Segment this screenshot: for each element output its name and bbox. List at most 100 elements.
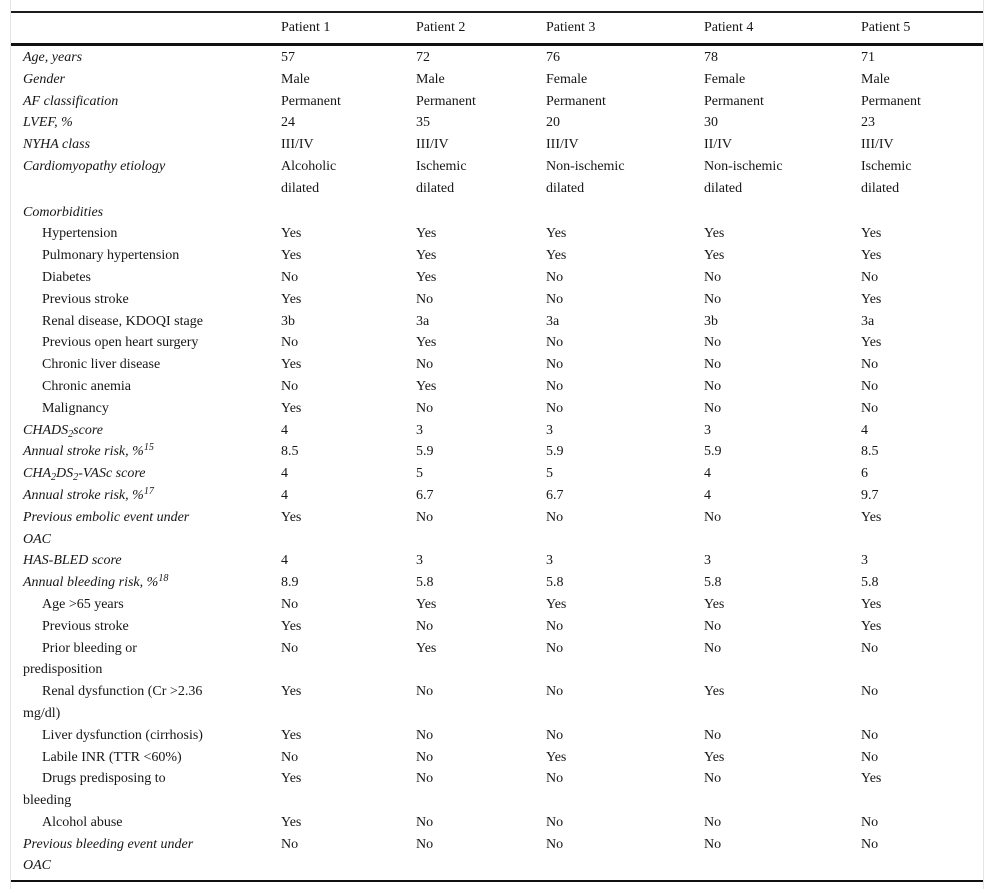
cell-value: Yes [281, 248, 302, 264]
cell-value: Ischemic dilated [861, 158, 912, 196]
cell-value: 3 [704, 422, 711, 438]
cell-value: No [546, 771, 564, 787]
table-row: Previous open heart surgery No Yes No No Yes [11, 332, 983, 354]
cell-value: 6.7 [546, 487, 564, 503]
cell-value: No [861, 400, 879, 416]
cell-value: Yes [416, 378, 437, 394]
cell-value: III/IV [281, 137, 314, 153]
cell-value: Yes [704, 749, 725, 765]
row-label: Prior bleeding or predisposition [23, 640, 137, 678]
cell-value: Yes [546, 226, 567, 242]
cell-value: Yes [281, 357, 302, 373]
row-label: Renal disease, KDOQI stage [42, 313, 203, 329]
cell-value: Yes [281, 727, 302, 743]
table-row: CHADS2score 4 3 3 3 4 [11, 420, 983, 442]
cell-value: No [861, 684, 879, 700]
patient-column-header: Patient 5 [849, 12, 983, 46]
row-label: Previous bleeding event under OAC [23, 836, 194, 874]
cell-value: 3 [861, 553, 868, 569]
cell-value: No [281, 596, 299, 612]
cell-value: Yes [704, 248, 725, 264]
patient-column-header: Patient 1 [269, 12, 404, 46]
cell-value: No [546, 357, 564, 373]
cell-value: Yes [861, 509, 882, 525]
row-label: Previous stroke [42, 291, 129, 307]
cell-value: No [704, 618, 722, 634]
cell-value: Yes [416, 640, 437, 656]
cell-value: 5.9 [704, 444, 722, 460]
cell-value: Permanent [281, 93, 341, 109]
cell-value: No [281, 378, 299, 394]
cell-value: No [704, 378, 722, 394]
cell-value [269, 200, 404, 224]
cell-value: 3a [861, 313, 875, 329]
cell-value: 30 [704, 115, 718, 131]
cell-value: No [861, 749, 879, 765]
table-row: Previous stroke Yes No No No Yes [11, 616, 983, 638]
table-row: Drugs predisposing to bleeding Yes No No No Ye… [11, 768, 983, 812]
table-row: Labile INR (TTR <60%) No No Yes Yes No [11, 747, 983, 769]
cell-value: 5.8 [546, 575, 564, 591]
cell-value: Yes [546, 248, 567, 264]
table-row: Annual stroke risk, %17 4 6.7 6.7 4 9.7 [11, 485, 983, 507]
cell-value: No [861, 727, 879, 743]
cell-value: No [281, 269, 299, 285]
cell-value: 5 [416, 466, 423, 482]
cell-value: No [546, 640, 564, 656]
cell-value: No [416, 291, 434, 307]
cell-value: Yes [281, 400, 302, 416]
cell-value: 71 [861, 50, 875, 65]
table-row: Prior bleeding or predisposition No Yes No No… [11, 638, 983, 682]
cell-value: Permanent [416, 93, 476, 109]
cell-value: 3 [546, 553, 553, 569]
cell-value: Female [704, 71, 746, 87]
row-label: Malignancy [42, 400, 109, 416]
cell-value: 24 [281, 115, 295, 131]
row-label: CHA2DS2-VASc score [23, 466, 146, 484]
cell-value: No [416, 814, 434, 830]
patient-column-header: Patient 2 [404, 12, 534, 46]
row-label: Diabetes [42, 269, 91, 285]
row-label: Annual stroke risk, %15 [23, 442, 154, 460]
cell-value: III/IV [416, 137, 449, 153]
cell-value: 3a [546, 313, 560, 329]
cell-value: 5.8 [704, 575, 722, 591]
cell-value: No [546, 291, 564, 307]
table-row: Diabetes No Yes No No No [11, 267, 983, 289]
cell-value: 76 [546, 50, 560, 65]
cell-value: 3 [416, 422, 423, 438]
cell-value: 4 [281, 422, 288, 438]
cell-value: Yes [416, 335, 437, 351]
table-row: Previous embolic event under OAC Yes No No No… [11, 507, 983, 551]
cell-value: 8.5 [281, 444, 299, 460]
row-label: Previous embolic event under OAC [23, 509, 190, 547]
cell-value: Male [416, 71, 445, 87]
cell-value: No [861, 640, 879, 656]
cell-value: Yes [861, 618, 882, 634]
cell-value: 5.9 [546, 444, 564, 460]
cell-value: II/IV [704, 137, 732, 153]
cell-value: No [416, 727, 434, 743]
row-label: Age >65 years [42, 596, 124, 612]
journal-table-figure: Patient 1 Patient 2 Patient 3 Patient 4 Pati… [10, 0, 984, 889]
cell-value: Yes [861, 248, 882, 264]
cell-value: 4 [704, 487, 711, 503]
cell-value: Ischemic dilated [416, 158, 467, 196]
cell-value [534, 200, 692, 224]
table-row: Renal dysfunction (Cr >2.36 mg/dl) Yes No No… [11, 681, 983, 725]
cell-value: Non-ischemic dilated [546, 158, 625, 196]
cell-value: 23 [861, 115, 875, 131]
cell-value: Yes [861, 596, 882, 612]
cell-value: No [416, 618, 434, 634]
cell-value: No [861, 378, 879, 394]
cell-value: No [546, 378, 564, 394]
cell-value: No [416, 684, 434, 700]
table-row: Pulmonary hypertension Yes Yes Yes Yes Yes [11, 245, 983, 267]
cell-value: No [281, 749, 299, 765]
cell-value: No [704, 727, 722, 743]
cell-value: 4 [281, 466, 288, 482]
cell-value: Yes [281, 226, 302, 242]
cell-value: No [861, 836, 879, 852]
table-row: Annual bleeding risk, %18 8.9 5.8 5.8 5.8 5.8 [11, 572, 983, 594]
cell-value: Yes [281, 814, 302, 830]
